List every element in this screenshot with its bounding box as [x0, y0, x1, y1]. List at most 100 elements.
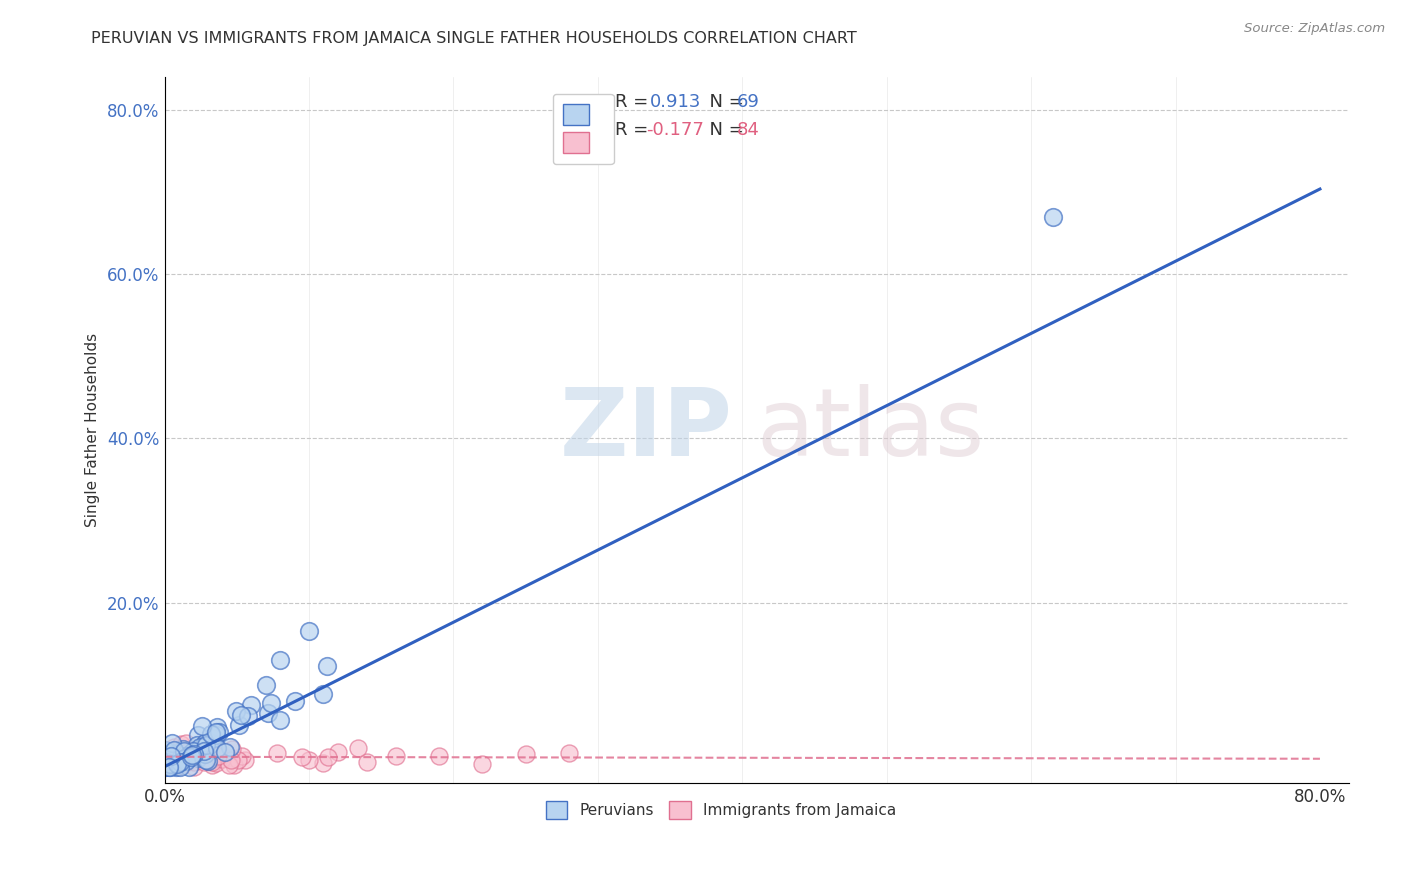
- Point: [156, 757, 179, 772]
- Point: [558, 746, 581, 760]
- Point: [173, 747, 195, 761]
- Point: [183, 759, 205, 773]
- Point: [201, 757, 224, 772]
- Point: [221, 741, 243, 756]
- Point: [219, 750, 242, 764]
- Point: [291, 749, 314, 764]
- Point: [163, 750, 186, 764]
- Point: [155, 744, 177, 758]
- Point: [471, 756, 494, 771]
- Point: [195, 738, 218, 752]
- Point: [170, 747, 193, 761]
- Point: [187, 750, 209, 764]
- Point: [166, 757, 188, 772]
- Point: [166, 758, 188, 772]
- Point: [169, 759, 191, 773]
- Point: [187, 752, 209, 766]
- Point: [240, 698, 263, 713]
- Point: [159, 757, 181, 772]
- Point: [159, 759, 181, 773]
- Text: PERUVIAN VS IMMIGRANTS FROM JAMAICA SINGLE FATHER HOUSEHOLDS CORRELATION CHART: PERUVIAN VS IMMIGRANTS FROM JAMAICA SING…: [91, 31, 858, 46]
- Point: [207, 742, 229, 756]
- Point: [162, 748, 184, 763]
- Point: [177, 748, 200, 763]
- Point: [157, 759, 180, 773]
- Point: [347, 741, 370, 756]
- Point: [165, 759, 187, 773]
- Point: [193, 747, 215, 761]
- Point: [200, 726, 222, 740]
- Point: [160, 751, 183, 765]
- Point: [205, 756, 228, 771]
- Point: [226, 753, 249, 767]
- Point: [176, 755, 198, 769]
- Point: [1042, 210, 1064, 224]
- Text: 69: 69: [737, 93, 759, 112]
- Point: [153, 743, 176, 757]
- Point: [163, 753, 186, 767]
- Text: -0.177: -0.177: [647, 121, 704, 139]
- Point: [165, 745, 187, 759]
- Point: [356, 755, 378, 769]
- Point: [188, 747, 211, 762]
- Point: [515, 747, 537, 762]
- Point: [160, 749, 183, 764]
- Point: [197, 754, 219, 768]
- Point: [219, 753, 242, 767]
- Point: [194, 747, 217, 761]
- Point: [208, 749, 231, 764]
- Point: [219, 739, 242, 754]
- Point: [316, 659, 339, 673]
- Point: [205, 748, 228, 763]
- Point: [222, 758, 245, 772]
- Point: [228, 718, 250, 732]
- Point: [204, 724, 226, 739]
- Point: [165, 747, 187, 762]
- Point: [316, 750, 339, 764]
- Point: [187, 728, 209, 742]
- Point: [165, 745, 187, 759]
- Point: [298, 624, 321, 639]
- Point: [207, 741, 229, 756]
- Point: [326, 745, 349, 759]
- Point: [186, 739, 208, 753]
- Point: [159, 748, 181, 763]
- Point: [208, 724, 231, 739]
- Point: [176, 747, 198, 761]
- Point: [427, 749, 450, 764]
- Point: [200, 753, 222, 767]
- Point: [184, 753, 207, 767]
- Point: [214, 745, 236, 759]
- Point: [231, 708, 253, 723]
- Point: [174, 756, 197, 770]
- Point: [172, 747, 194, 762]
- Point: [269, 713, 291, 727]
- Point: [173, 751, 195, 765]
- Point: [193, 746, 215, 760]
- Point: [176, 748, 198, 763]
- Point: [176, 745, 198, 759]
- Point: [162, 750, 184, 764]
- Point: [159, 757, 181, 772]
- Point: [193, 756, 215, 770]
- Point: [312, 756, 335, 770]
- Point: [195, 753, 218, 767]
- Point: [167, 752, 190, 766]
- Point: [207, 720, 229, 734]
- Point: [157, 744, 180, 758]
- Text: N =: N =: [697, 121, 749, 139]
- Point: [180, 750, 202, 764]
- Point: [155, 743, 177, 757]
- Point: [174, 736, 197, 750]
- Point: [173, 755, 195, 769]
- Point: [174, 754, 197, 768]
- Point: [183, 744, 205, 758]
- Point: [204, 728, 226, 742]
- Point: [194, 745, 217, 759]
- Text: Source: ZipAtlas.com: Source: ZipAtlas.com: [1244, 22, 1385, 36]
- Text: R =: R =: [614, 121, 654, 139]
- Point: [260, 696, 283, 710]
- Point: [166, 747, 188, 761]
- Point: [183, 747, 205, 761]
- Point: [163, 743, 186, 757]
